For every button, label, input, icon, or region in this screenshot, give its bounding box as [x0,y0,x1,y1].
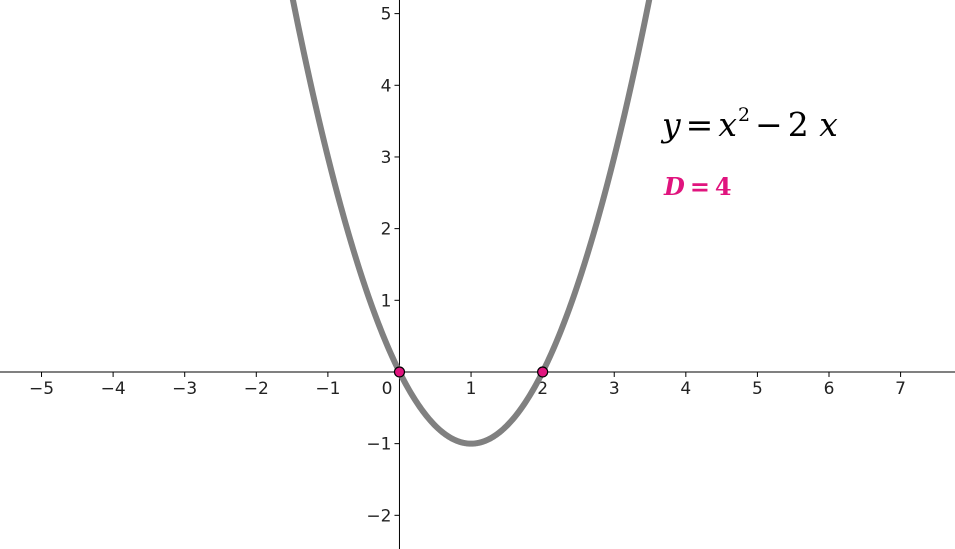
equation-label: y = x2−2 x [662,104,838,144]
y-tick-label: 5 [381,5,392,25]
x-tick-label: −1 [315,379,340,399]
y-tick-label: −2 [366,506,391,526]
root-point [393,366,406,378]
origin-label: 0 [382,379,393,399]
points-layer [393,366,549,378]
x-tick-label: 4 [680,379,691,399]
discriminant-value: 4 [714,172,732,201]
parabola-curve [289,0,653,447]
discriminant-var: D [664,172,685,201]
y-tick-label: −1 [366,435,391,455]
equation-equals: = [685,105,714,144]
equation-coefficient: 2 [787,105,809,144]
curve-layer [289,0,653,447]
x-tick-label: 3 [609,379,620,399]
x-tick-label: 2 [537,379,548,399]
y-tick-label: 3 [381,148,392,168]
x-tick-label: −3 [172,379,197,399]
x-tick-label: −5 [29,379,54,399]
y-tick-label: 2 [381,220,392,240]
x-tick-label: −4 [101,379,126,399]
equation-x-linear: x [819,105,838,144]
x-tick-label: 7 [895,379,906,399]
discriminant-equals: = [689,172,710,201]
x-tick-label: 1 [466,379,477,399]
equation-y: y [662,105,681,144]
y-tick-label: 1 [381,291,392,311]
x-tick-label: 5 [752,379,763,399]
equation-x: x [718,105,737,144]
y-tick-label: 4 [381,76,392,96]
equation-minus: − [755,105,783,144]
discriminant-label: D = 4 [664,172,732,201]
root-point [537,366,549,378]
equation-power: 2 [737,104,751,126]
x-tick-label: −2 [244,379,269,399]
x-tick-label: 6 [824,379,835,399]
